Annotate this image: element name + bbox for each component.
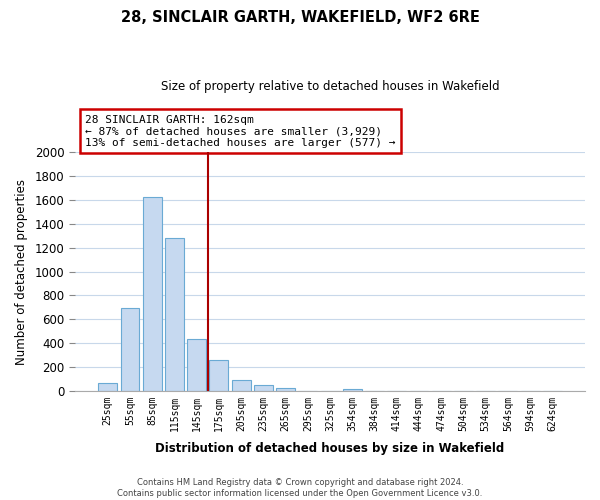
- Text: 28 SINCLAIR GARTH: 162sqm
← 87% of detached houses are smaller (3,929)
13% of se: 28 SINCLAIR GARTH: 162sqm ← 87% of detac…: [85, 114, 396, 148]
- Bar: [121, 308, 139, 391]
- Y-axis label: Number of detached properties: Number of detached properties: [15, 178, 28, 364]
- X-axis label: Distribution of detached houses by size in Wakefield: Distribution of detached houses by size …: [155, 442, 505, 455]
- Bar: [254, 385, 273, 391]
- Text: Contains HM Land Registry data © Crown copyright and database right 2024.
Contai: Contains HM Land Registry data © Crown c…: [118, 478, 482, 498]
- Bar: [187, 339, 206, 391]
- Bar: [276, 388, 295, 391]
- Bar: [165, 238, 184, 391]
- Bar: [232, 380, 251, 391]
- Text: 28, SINCLAIR GARTH, WAKEFIELD, WF2 6RE: 28, SINCLAIR GARTH, WAKEFIELD, WF2 6RE: [121, 10, 479, 25]
- Title: Size of property relative to detached houses in Wakefield: Size of property relative to detached ho…: [161, 80, 499, 93]
- Bar: [209, 360, 229, 391]
- Bar: [98, 383, 117, 391]
- Bar: [343, 389, 362, 391]
- Bar: [143, 196, 161, 391]
